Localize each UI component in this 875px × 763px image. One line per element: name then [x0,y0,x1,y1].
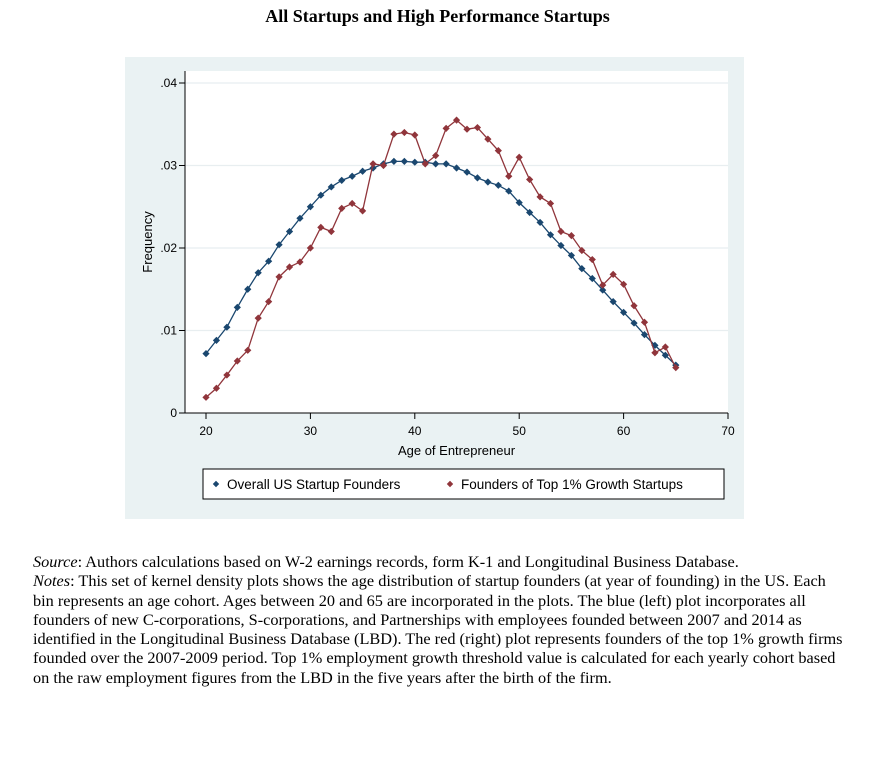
data-point [442,124,450,132]
data-point [672,364,680,372]
legend-box [202,468,725,500]
data-point [567,232,575,240]
y-axis-label: Frequency [140,211,155,273]
data-point [442,160,450,168]
data-point [515,153,523,161]
data-point [390,157,398,165]
data-point [557,227,565,236]
data-point [400,157,408,165]
data-point [212,384,221,392]
data-point [463,168,471,176]
x-tick-label: 20 [199,424,213,438]
legend-label: Overall US Startup Founders [227,477,401,492]
y-tick-label: .02 [160,241,177,255]
y-tick-label: 0 [170,406,177,420]
data-point [630,302,638,310]
data-point [567,251,575,260]
chart-panel: 0 .01 .02 .03 .04 20 30 40 50 60 70 Age of Entrepre… [125,57,744,519]
data-point [599,286,607,294]
x-axis-label: Age of Entrepreneur [398,443,516,458]
data-point [620,308,628,316]
data-point [661,343,669,351]
data-point [588,255,596,264]
data-point [411,131,419,139]
source-text: : Authors calculations based on W-2 earn… [77,552,739,571]
data-point [609,298,617,306]
data-point [651,341,659,349]
data-point [233,357,241,365]
y-tick-label: .03 [160,159,177,173]
data-point [223,371,231,379]
data-point [265,298,273,306]
notes-label: Notes [33,571,71,591]
plot-area [185,71,728,413]
data-point [484,178,492,186]
data-point [390,130,398,138]
data-point [379,161,388,170]
data-point [505,187,513,195]
data-point [609,270,617,278]
data-point [202,393,210,401]
x-tick-label: 70 [721,424,735,438]
data-point [432,152,440,160]
data-point [463,125,471,133]
data-point [411,158,419,166]
series-line [205,119,677,398]
data-point [432,160,440,168]
data-point [505,172,513,180]
data-point [661,351,669,359]
data-point [620,280,628,288]
data-point [473,174,482,182]
x-tick-label: 30 [304,424,318,438]
chart-svg: 0 .01 .02 .03 .04 20 30 40 50 60 70 Age of Entrepre… [140,71,735,500]
legend-label: Founders of Top 1% Growth Startups [461,477,683,492]
data-point [494,181,502,189]
chart-title: All Startups and High Performance Startu… [265,6,610,26]
legend-marker [446,480,454,488]
data-point [651,349,659,357]
data-point [640,331,649,339]
data-point [557,241,565,250]
data-point [546,199,555,208]
notes-paragraph: Notes: This set of kernel density plots … [33,571,843,687]
y-tick-label: .04 [160,76,177,90]
data-point [275,273,283,281]
data-point [578,265,586,273]
data-point [212,336,221,344]
source-label: Source [33,552,78,571]
data-point [254,269,262,277]
x-tick-label: 40 [408,424,422,438]
data-point [515,199,523,207]
data-point [599,281,607,289]
data-point [223,323,231,331]
data-point [452,116,461,124]
data-point [526,175,534,184]
data-point [494,147,502,155]
data-point [526,208,534,217]
source-paragraph: Source: Authors calculations based on W-… [33,552,843,571]
figure-caption: Source: Authors calculations based on W-… [33,552,843,687]
series-line [205,160,677,366]
data-point [421,160,429,168]
data-point [244,346,252,354]
data-point [630,319,638,327]
data-point [244,285,252,293]
data-point [578,246,586,255]
x-tick-label: 50 [513,424,527,438]
data-point [536,218,544,227]
notes-text: : This set of kernel density plots shows… [33,571,843,687]
data-point [400,128,408,137]
data-point [640,318,649,326]
data-point [484,135,492,143]
data-point [254,314,262,322]
data-point [536,193,544,201]
y-tick-label: .01 [160,324,177,338]
data-point [588,274,596,283]
data-point [202,350,210,358]
data-point [452,164,461,172]
data-point [546,231,555,239]
data-point [473,123,482,132]
x-tick-label: 60 [617,424,631,438]
